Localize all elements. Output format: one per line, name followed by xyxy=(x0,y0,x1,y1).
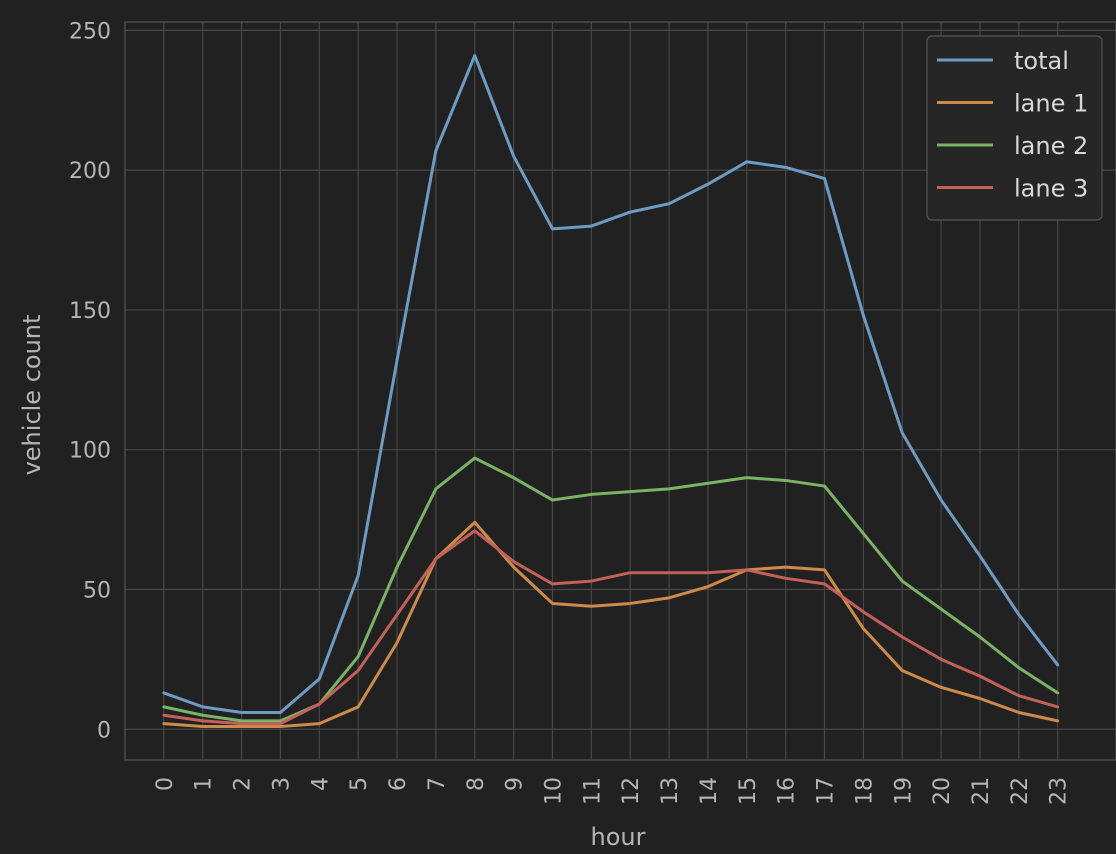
x-tick-label: 19 xyxy=(891,777,916,805)
y-axis-ticks: 0 50 100 150 200 250 xyxy=(69,19,111,743)
y-tick-label: 50 xyxy=(83,578,111,603)
series-lines xyxy=(162,54,1060,728)
plot-frame xyxy=(124,21,1116,761)
x-tick-label: 15 xyxy=(736,777,761,805)
x-tick-label: 10 xyxy=(541,777,566,805)
y-tick-label: 200 xyxy=(69,159,111,184)
x-tick-label: 11 xyxy=(580,777,605,805)
series-line-lane-3 xyxy=(162,529,1060,726)
y-tick-label: 250 xyxy=(69,19,111,44)
x-tick-label: 1 xyxy=(192,777,217,791)
y-axis-label: vehicle count xyxy=(18,315,46,476)
x-tick-label: 18 xyxy=(852,777,877,805)
plot-border xyxy=(124,21,1116,761)
x-tick-label: 17 xyxy=(814,777,839,805)
x-tick-label: 5 xyxy=(347,777,372,791)
legend: total lane 1 lane 2 lane 3 xyxy=(926,35,1103,221)
x-tick-label: 13 xyxy=(658,777,683,805)
x-axis-label: hour xyxy=(591,823,646,851)
legend-label: total xyxy=(1014,47,1069,75)
series-line-lane-1 xyxy=(162,520,1060,728)
x-tick-label: 22 xyxy=(1008,777,1033,805)
x-tick-label: 0 xyxy=(153,777,178,791)
series-line-total xyxy=(162,54,1060,714)
x-tick-label: 16 xyxy=(775,777,800,805)
x-tick-label: 8 xyxy=(464,777,489,791)
y-tick-label: 0 xyxy=(97,718,111,743)
legend-box xyxy=(926,35,1103,221)
x-axis-ticks: 0 1 2 3 4 5 6 7 8 9 10 11 12 13 14 15 16 17 18 19 20 21 22 23 xyxy=(153,777,1072,805)
x-tick-label: 2 xyxy=(231,777,256,791)
x-tick-label: 4 xyxy=(308,777,333,791)
x-tick-label: 20 xyxy=(930,777,955,805)
x-tick-label: 21 xyxy=(969,777,994,805)
x-tick-label: 12 xyxy=(619,777,644,805)
x-tick-label: 6 xyxy=(386,777,411,791)
legend-label: lane 2 xyxy=(1014,132,1088,160)
legend-label: lane 3 xyxy=(1014,175,1088,203)
y-tick-label: 150 xyxy=(69,299,111,324)
x-tick-label: 3 xyxy=(269,777,294,791)
y-tick-label: 100 xyxy=(69,439,111,464)
x-tick-label: 23 xyxy=(1047,777,1072,805)
legend-label: lane 1 xyxy=(1014,90,1088,118)
x-tick-label: 7 xyxy=(425,777,450,791)
x-tick-label: 14 xyxy=(697,777,722,805)
x-tick-label: 9 xyxy=(503,777,528,791)
